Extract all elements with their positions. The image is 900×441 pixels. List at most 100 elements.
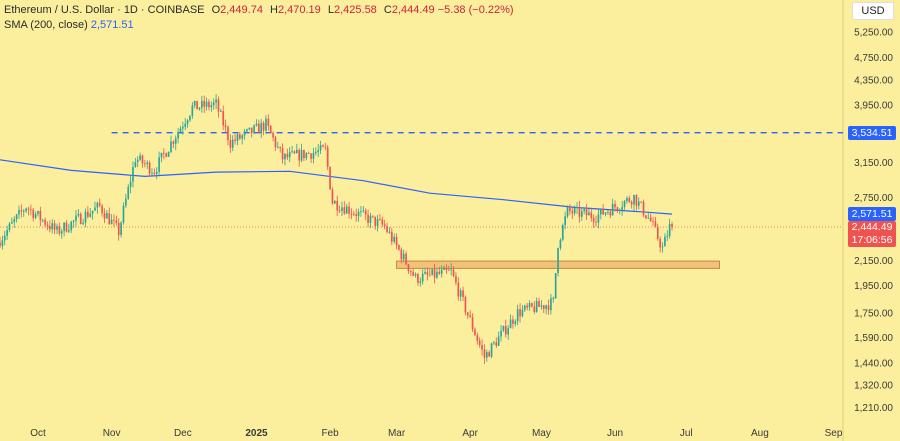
candle-body xyxy=(98,202,101,206)
time-tick-7: May xyxy=(532,428,551,439)
candle-body xyxy=(414,274,417,276)
candle-body xyxy=(464,296,467,313)
candle-body xyxy=(224,125,227,127)
candle xyxy=(53,220,56,235)
candle-body xyxy=(645,215,647,219)
candle xyxy=(82,218,84,226)
candle-body xyxy=(241,135,244,139)
candle-body xyxy=(597,214,600,223)
candle-body xyxy=(350,213,353,215)
candle xyxy=(222,105,225,131)
candle-body xyxy=(431,269,434,275)
candle xyxy=(573,205,576,216)
candle-body xyxy=(129,181,132,187)
candle xyxy=(367,209,369,228)
candle xyxy=(426,267,429,281)
price-tick-15: 1,210.00 xyxy=(854,403,893,414)
candle xyxy=(3,231,6,246)
candle xyxy=(599,208,602,220)
sma-row[interactable]: SMA (200, close) 2,571.51 xyxy=(4,18,514,33)
candle-body xyxy=(106,213,108,219)
candle xyxy=(550,294,552,315)
candle xyxy=(557,247,559,277)
candle-body xyxy=(523,305,526,310)
candle-body xyxy=(481,344,483,350)
candle xyxy=(621,200,623,216)
candle xyxy=(576,202,578,215)
candle xyxy=(170,135,172,154)
candles xyxy=(0,94,673,365)
candle xyxy=(0,236,1,248)
candle xyxy=(443,265,445,271)
candle-body xyxy=(18,210,20,215)
candle-body xyxy=(659,238,661,248)
candle xyxy=(336,195,339,216)
candle xyxy=(528,300,531,311)
candle xyxy=(400,247,403,264)
time-axis[interactable]: Oct Nov Dec 2025 Feb Mar Apr May Jun Jul Aug Sep xyxy=(30,428,843,439)
candle xyxy=(345,203,348,214)
candle xyxy=(647,211,650,220)
candle-body xyxy=(39,210,42,221)
candle-body xyxy=(20,210,23,212)
candle-body xyxy=(310,153,312,159)
candle xyxy=(27,206,30,216)
candle xyxy=(540,300,543,310)
candle xyxy=(500,324,502,342)
candle xyxy=(590,207,593,222)
candle xyxy=(554,273,557,299)
candle-body xyxy=(554,273,557,299)
candle xyxy=(139,152,141,161)
symbol-title[interactable]: Ethereum / U.S. Dollar · 1D · COINBASE xyxy=(4,4,205,16)
candle-body xyxy=(179,128,182,133)
candle xyxy=(272,131,274,142)
candle-body xyxy=(348,206,350,214)
candle-body xyxy=(583,209,585,212)
candle-body xyxy=(566,206,569,217)
candle-body xyxy=(250,127,253,134)
candle-body xyxy=(343,207,346,214)
candle-body xyxy=(355,214,358,217)
candle-body xyxy=(1,240,4,247)
candle xyxy=(20,204,23,218)
candle-body xyxy=(186,120,189,124)
candle-body xyxy=(303,149,305,159)
candle xyxy=(205,97,208,111)
candle xyxy=(303,149,305,162)
candle-body xyxy=(222,111,225,126)
candle-body xyxy=(56,226,58,230)
candle-body xyxy=(34,214,37,218)
candle xyxy=(30,204,32,216)
candle xyxy=(6,225,8,240)
candle-body xyxy=(13,219,16,222)
candle xyxy=(179,125,182,133)
candle-body xyxy=(153,172,156,174)
candle xyxy=(421,268,424,285)
candle xyxy=(165,152,168,158)
candle-body xyxy=(108,213,111,225)
candle-body xyxy=(362,210,365,212)
candle xyxy=(65,220,68,233)
candle xyxy=(132,161,134,188)
candle xyxy=(98,198,101,208)
candle-body xyxy=(322,145,324,147)
candle-body xyxy=(182,126,184,129)
candle-body xyxy=(376,219,379,226)
candle xyxy=(68,223,70,234)
time-tick-10: Aug xyxy=(751,428,769,439)
candle xyxy=(158,151,160,177)
candle-body xyxy=(561,225,564,240)
candle xyxy=(592,214,595,228)
price-axis[interactable]: 5,250.00 4,750.00 4,350.00 3,950.00 3,150.00… xyxy=(854,27,893,413)
candle xyxy=(153,168,156,177)
candle-body xyxy=(452,269,455,276)
candle xyxy=(618,208,621,215)
candle xyxy=(208,99,210,111)
candle xyxy=(231,135,234,152)
candle xyxy=(56,223,58,235)
candle xyxy=(390,227,393,246)
currency-button[interactable]: USD xyxy=(852,2,894,20)
candle-body xyxy=(189,115,191,121)
candle-body xyxy=(424,272,426,274)
